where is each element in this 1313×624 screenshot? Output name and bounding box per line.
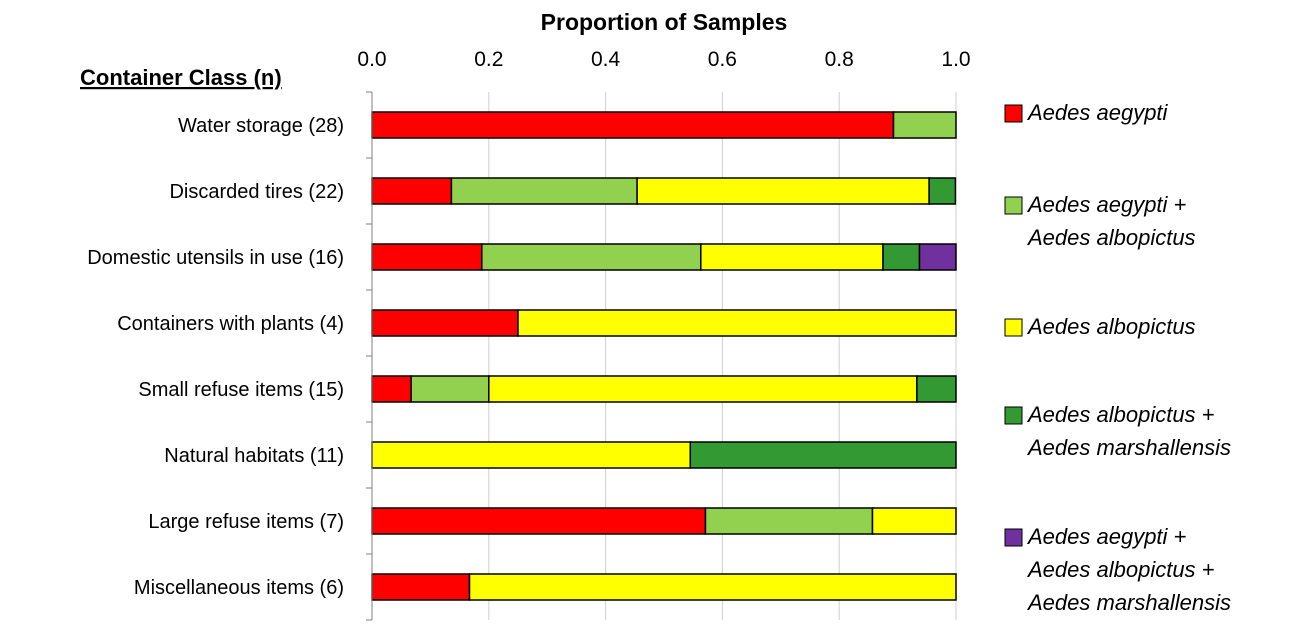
legend-label: Aedes aegypti + xyxy=(1026,192,1187,217)
bar-segment xyxy=(928,177,957,205)
bar-segment xyxy=(517,309,957,337)
bar-segment xyxy=(450,177,638,205)
bar-segment xyxy=(700,243,884,271)
bar-segment xyxy=(371,573,471,601)
bar-segment xyxy=(636,177,930,205)
legend-label: Aedes albopictus + xyxy=(1026,557,1215,582)
x-tick-label: 0.4 xyxy=(591,48,621,71)
legend-label: Aedes albopictus + xyxy=(1026,402,1215,427)
legend-label: Aedes aegypti xyxy=(1026,100,1169,125)
legend-label: Aedes marshallensis xyxy=(1026,590,1231,615)
category-label: Large refuse items (7) xyxy=(148,511,344,533)
chart-title: Proportion of Samples xyxy=(541,9,788,35)
x-tick-label: 0.2 xyxy=(474,48,503,71)
bar-segment xyxy=(704,507,874,535)
bar-segment xyxy=(871,507,957,535)
bar-segment xyxy=(488,375,918,403)
bar-segment xyxy=(481,243,702,271)
category-label: Small refuse items (15) xyxy=(138,379,344,401)
category-label: Discarded tires (22) xyxy=(169,181,344,203)
legend-swatch xyxy=(1004,104,1023,123)
legend-swatch xyxy=(1004,318,1023,337)
category-label: Containers with plants (4) xyxy=(117,313,344,335)
bar-segment xyxy=(410,375,490,403)
bar-segment xyxy=(371,309,519,337)
bar-segment xyxy=(371,111,895,139)
bar-segment xyxy=(916,375,957,403)
category-label: Natural habitats (11) xyxy=(164,445,344,467)
bar-segment xyxy=(371,507,707,535)
category-label: Water storage (28) xyxy=(178,115,344,137)
legend-swatch xyxy=(1004,196,1023,215)
bar-segment xyxy=(689,441,957,469)
legend-swatch xyxy=(1004,528,1023,547)
x-tick-label: 0.8 xyxy=(825,48,854,71)
category-axis-title: Container Class (n) xyxy=(80,65,282,90)
legend-swatch xyxy=(1004,406,1023,425)
legend-label: Aedes marshallensis xyxy=(1026,435,1231,460)
bar-segment xyxy=(371,441,692,469)
bar-segment xyxy=(371,177,453,205)
x-tick-label: 1.0 xyxy=(941,48,970,71)
bar-segment xyxy=(371,375,412,403)
x-tick-label: 0.0 xyxy=(357,48,386,71)
bar-segment xyxy=(468,573,957,601)
legend-label: Aedes albopictus xyxy=(1026,314,1196,339)
legend-label: Aedes aegypti + xyxy=(1026,524,1187,549)
category-label: Domestic utensils in use (16) xyxy=(87,247,344,269)
x-tick-label: 0.6 xyxy=(708,48,737,71)
bar-segment xyxy=(918,243,957,271)
bar-segment xyxy=(892,111,957,139)
category-label: Miscellaneous items (6) xyxy=(134,577,344,599)
legend-label: Aedes albopictus xyxy=(1026,225,1196,250)
bar-segment xyxy=(882,243,921,271)
bar-segment xyxy=(371,243,483,271)
